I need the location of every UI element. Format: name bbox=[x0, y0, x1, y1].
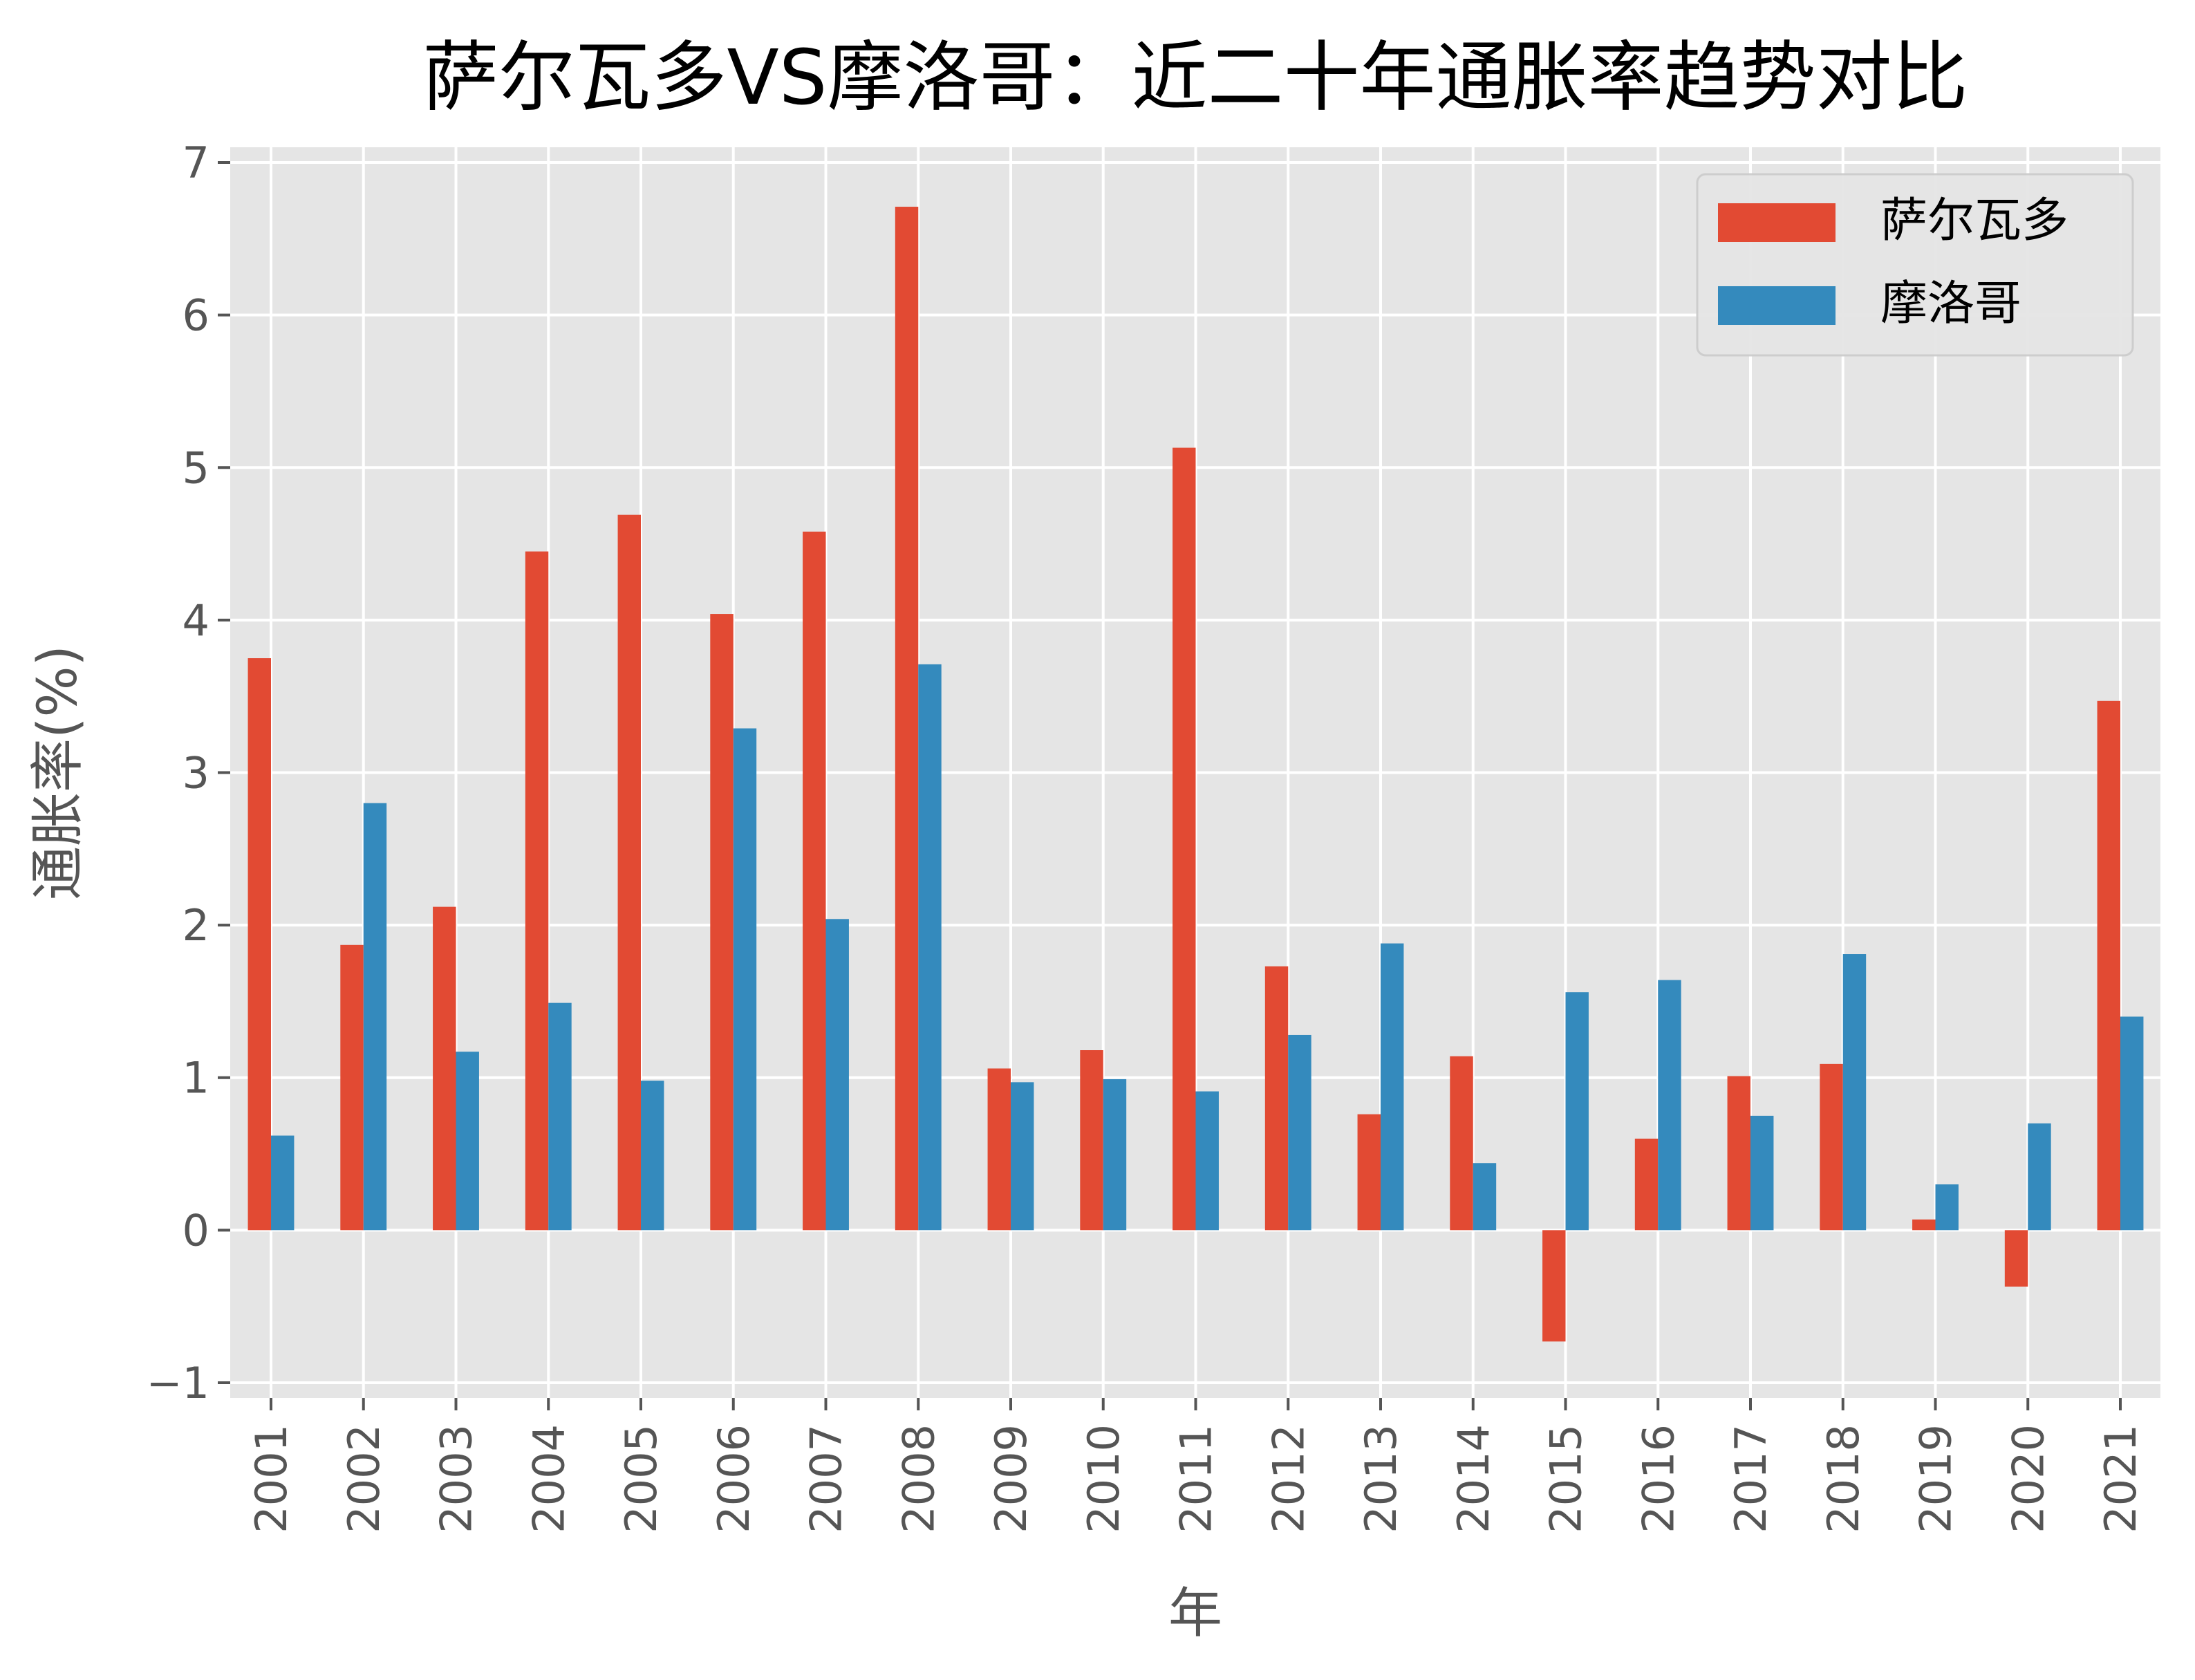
x-axis-label: 年 bbox=[1168, 1583, 1222, 1645]
bar-series-1 bbox=[1820, 1063, 1843, 1231]
bar-series-2 bbox=[548, 1002, 572, 1231]
bar-series-2 bbox=[1381, 943, 1404, 1231]
bar-series-2 bbox=[1011, 1082, 1034, 1231]
legend-label-1: 萨尔瓦多 bbox=[1880, 194, 2068, 248]
x-tick-label: 2019 bbox=[1911, 1424, 1961, 1533]
x-tick-label: 2001 bbox=[246, 1424, 297, 1533]
x-tick-label: 2017 bbox=[1726, 1424, 1776, 1533]
bar-series-1 bbox=[2097, 700, 2120, 1231]
bar-series-1 bbox=[525, 551, 549, 1231]
bar-series-1 bbox=[710, 614, 734, 1231]
x-tick-label: 2012 bbox=[1263, 1424, 1314, 1533]
x-tick-label: 2020 bbox=[2003, 1424, 2053, 1533]
x-tick-label: 2021 bbox=[2095, 1424, 2146, 1533]
x-tick-label: 2004 bbox=[523, 1424, 574, 1533]
bar-series-1 bbox=[895, 207, 919, 1231]
x-tick-label: 2014 bbox=[1448, 1424, 1499, 1533]
bar-series-1 bbox=[340, 944, 364, 1231]
bar-series-1 bbox=[1634, 1138, 1659, 1231]
x-tick-label: 2013 bbox=[1356, 1424, 1406, 1533]
bar-series-2 bbox=[1842, 954, 1867, 1231]
bar-series-1 bbox=[1357, 1114, 1381, 1231]
bar-series-2 bbox=[363, 803, 387, 1231]
x-tick-label: 2003 bbox=[431, 1424, 482, 1533]
bar-series-2 bbox=[456, 1052, 479, 1231]
bar-series-1 bbox=[987, 1068, 1011, 1231]
x-tick-label: 2002 bbox=[339, 1424, 389, 1533]
legend-swatch-2 bbox=[1718, 286, 1836, 325]
y-tick-label: 3 bbox=[183, 748, 209, 799]
bar-series-1 bbox=[1264, 966, 1289, 1231]
bar-series-2 bbox=[1288, 1034, 1311, 1231]
bar-series-1 bbox=[1450, 1056, 1473, 1231]
bar-series-1 bbox=[1727, 1076, 1750, 1231]
bar-series-2 bbox=[1750, 1115, 1774, 1231]
bar-series-2 bbox=[733, 728, 757, 1231]
bar-series-2 bbox=[2120, 1016, 2144, 1231]
bar-series-2 bbox=[918, 664, 942, 1231]
bar-series-1 bbox=[1912, 1219, 1936, 1231]
bar-series-2 bbox=[271, 1135, 295, 1231]
x-tick-label: 2009 bbox=[986, 1424, 1036, 1533]
bar-series-2 bbox=[1658, 980, 1681, 1231]
y-axis-label: 通胀率(%) bbox=[27, 645, 89, 900]
y-tick-label: 2 bbox=[183, 900, 209, 951]
bar-series-1 bbox=[2004, 1230, 2028, 1287]
bar-series-1 bbox=[247, 658, 271, 1231]
bar-series-2 bbox=[641, 1081, 664, 1231]
bar-series-2 bbox=[1103, 1079, 1127, 1231]
bar-series-2 bbox=[1565, 992, 1589, 1231]
bar-series-2 bbox=[1195, 1091, 1219, 1231]
bar-series-1 bbox=[433, 906, 456, 1231]
x-tick-label: 2010 bbox=[1078, 1424, 1129, 1533]
x-tick-label: 2005 bbox=[616, 1424, 666, 1533]
x-tick-label: 2007 bbox=[801, 1424, 852, 1533]
x-tick-label: 2016 bbox=[1633, 1424, 1683, 1533]
bar-series-1 bbox=[617, 514, 641, 1231]
y-tick-label: 1 bbox=[183, 1053, 209, 1103]
x-tick-label: 2018 bbox=[1818, 1424, 1869, 1533]
y-tick-label: 4 bbox=[183, 595, 209, 646]
bar-series-1 bbox=[1080, 1050, 1103, 1231]
bar-series-1 bbox=[803, 531, 826, 1231]
x-tick-label: 2008 bbox=[893, 1424, 944, 1533]
y-tick-label: 5 bbox=[183, 442, 209, 493]
bar-series-1 bbox=[1542, 1230, 1566, 1342]
y-tick-label: 7 bbox=[183, 138, 209, 188]
y-tick-label: 6 bbox=[183, 290, 209, 341]
bar-series-1 bbox=[1173, 447, 1196, 1231]
y-tick-label: −1 bbox=[147, 1358, 209, 1408]
x-tick-label: 2006 bbox=[709, 1424, 759, 1533]
y-tick-label: 0 bbox=[183, 1205, 209, 1256]
bar-series-2 bbox=[2028, 1123, 2051, 1231]
bar-series-2 bbox=[1473, 1163, 1497, 1231]
legend-swatch-1 bbox=[1718, 203, 1836, 242]
x-tick-label: 2011 bbox=[1171, 1424, 1222, 1533]
legend-label-2: 摩洛哥 bbox=[1880, 277, 2021, 331]
x-tick-label: 2015 bbox=[1541, 1424, 1591, 1533]
chart-title: 萨尔瓦多VS摩洛哥：近二十年通胀率趋势对比 bbox=[422, 33, 1968, 122]
bar-series-2 bbox=[825, 919, 849, 1231]
bar-series-2 bbox=[1935, 1184, 1959, 1231]
